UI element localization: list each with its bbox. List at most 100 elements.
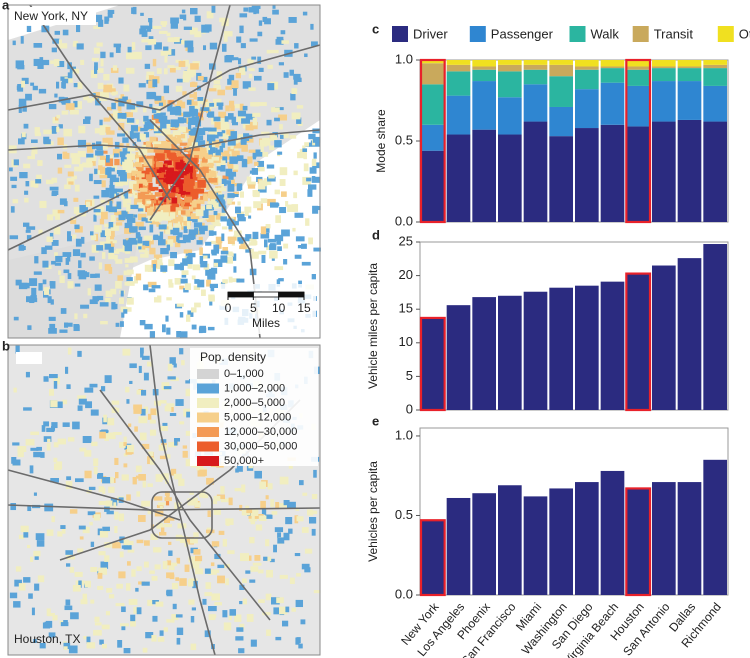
density-patch: [268, 174, 275, 179]
density-patch: [236, 465, 243, 472]
density-patch: [72, 421, 80, 430]
density-patch: [279, 476, 289, 485]
density-patch: [155, 161, 163, 168]
density-patch: [187, 122, 192, 130]
density-patch: [126, 217, 136, 223]
density-patch: [235, 468, 239, 473]
density-patch: [182, 216, 191, 221]
density-patch: [206, 184, 210, 190]
density-patch: [34, 583, 40, 591]
density-patch: [242, 158, 247, 166]
density-patch: [251, 168, 259, 175]
bar-segment: [472, 129, 496, 222]
density-patch: [231, 116, 236, 124]
density-patch: [99, 241, 109, 249]
density-patch: [203, 193, 208, 202]
density-patch: [206, 205, 212, 210]
bar-segment: [652, 60, 676, 67]
density-patch: [254, 470, 262, 479]
density-patch: [199, 229, 205, 235]
density-patch: [38, 88, 47, 94]
density-patch: [248, 215, 252, 219]
density-patch: [208, 191, 213, 199]
density-patch: [162, 422, 168, 428]
legend-swatch: [632, 26, 649, 42]
density-patch: [269, 49, 279, 54]
density-patch: [174, 242, 181, 248]
bar: [549, 488, 573, 595]
density-patch: [210, 240, 218, 245]
density-patch: [137, 208, 144, 212]
density-patch: [185, 186, 192, 192]
density-patch: [158, 239, 166, 246]
density-patch: [189, 205, 196, 212]
density-patch: [108, 206, 117, 213]
density-patch: [101, 190, 110, 198]
bar: [575, 285, 599, 410]
density-patch: [136, 491, 141, 497]
density-patch: [53, 457, 58, 463]
density-patch: [90, 70, 98, 78]
density-patch: [125, 213, 134, 220]
density-patch: [34, 256, 39, 264]
bar-segment: [549, 106, 573, 137]
density-patch: [231, 179, 235, 187]
density-patch: [94, 284, 102, 291]
bar-segment: [575, 128, 599, 222]
density-patch: [133, 606, 138, 614]
density-patch: [87, 98, 93, 103]
density-patch: [138, 416, 148, 424]
density-patch: [208, 224, 215, 231]
density-patch: [143, 132, 150, 138]
panel-label: a: [2, 0, 10, 12]
density-patch: [97, 128, 102, 133]
density-patch: [117, 640, 123, 648]
density-patch: [159, 455, 166, 460]
density-patch: [123, 436, 127, 443]
density-patch: [23, 577, 31, 583]
density-patch: [270, 202, 279, 208]
density-patch: [41, 425, 46, 432]
density-patch: [248, 149, 256, 153]
density-patch: [275, 215, 282, 223]
density-patch: [179, 578, 187, 586]
density-patch: [191, 275, 196, 280]
density-patch: [183, 111, 191, 118]
density-patch: [143, 107, 147, 113]
density-patch: [258, 599, 265, 603]
density-patch: [226, 129, 235, 135]
density-patch: [137, 126, 142, 132]
density-patch: [304, 53, 308, 58]
density-patch: [74, 166, 82, 172]
density-patch: [188, 192, 198, 200]
bar: [421, 317, 445, 410]
density-patch: [162, 473, 169, 480]
bar-segment: [446, 60, 471, 65]
density-patch: [123, 442, 127, 446]
density-patch: [101, 429, 108, 433]
bar-segment: [703, 121, 727, 222]
density-patch: [29, 465, 34, 474]
density-patch: [202, 76, 208, 83]
density-patch: [189, 105, 195, 112]
density-patch: [149, 570, 155, 574]
density-patch: [288, 464, 293, 469]
density-patch: [166, 327, 171, 335]
density-patch: [147, 39, 157, 45]
density-patch: [237, 110, 247, 117]
density-patch: [163, 627, 168, 632]
density-patch: [291, 112, 301, 120]
density-patch: [57, 401, 63, 409]
density-patch: [126, 204, 131, 212]
density-patch: [208, 150, 213, 157]
density-patch: [133, 406, 142, 414]
density-patch: [42, 279, 47, 285]
density-patch: [99, 155, 108, 160]
density-patch: [89, 521, 93, 526]
density-patch: [129, 380, 133, 385]
density-patch: [169, 161, 176, 166]
density-patch: [188, 252, 196, 258]
legend-label: 12,000–30,000: [224, 426, 297, 438]
density-patch: [197, 218, 204, 222]
density-patch: [99, 218, 105, 225]
